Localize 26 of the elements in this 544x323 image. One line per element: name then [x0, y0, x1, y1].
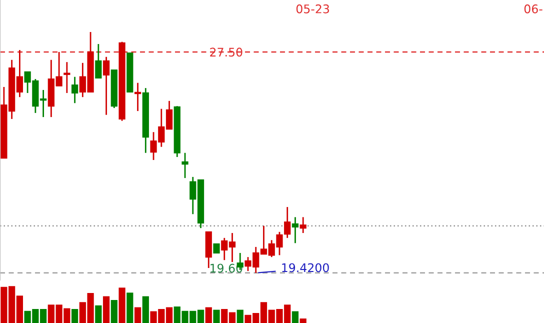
bar [126, 292, 134, 323]
candlestick [102, 56, 110, 116]
bar [142, 296, 149, 323]
candlestick [213, 243, 220, 254]
candlestick [64, 61, 70, 94]
bar [95, 305, 102, 323]
ref-line-label: 19.4200 [282, 263, 329, 272]
bar [134, 307, 142, 323]
candlestick [71, 76, 78, 104]
bar [213, 310, 220, 323]
candlestick [300, 216, 306, 234]
bar [300, 318, 306, 323]
candlestick [284, 206, 291, 239]
candlestick [134, 82, 142, 112]
candlestick [95, 43, 102, 79]
bar [205, 307, 212, 323]
bar [71, 309, 78, 323]
candlestick [292, 216, 299, 244]
bar [110, 300, 118, 323]
bar [118, 288, 126, 323]
bar [102, 296, 110, 323]
bar [236, 310, 244, 323]
text: 06- [524, 4, 542, 14]
bar [292, 311, 299, 323]
annotation: 05-23 [296, 4, 330, 14]
candlestick [182, 152, 188, 179]
